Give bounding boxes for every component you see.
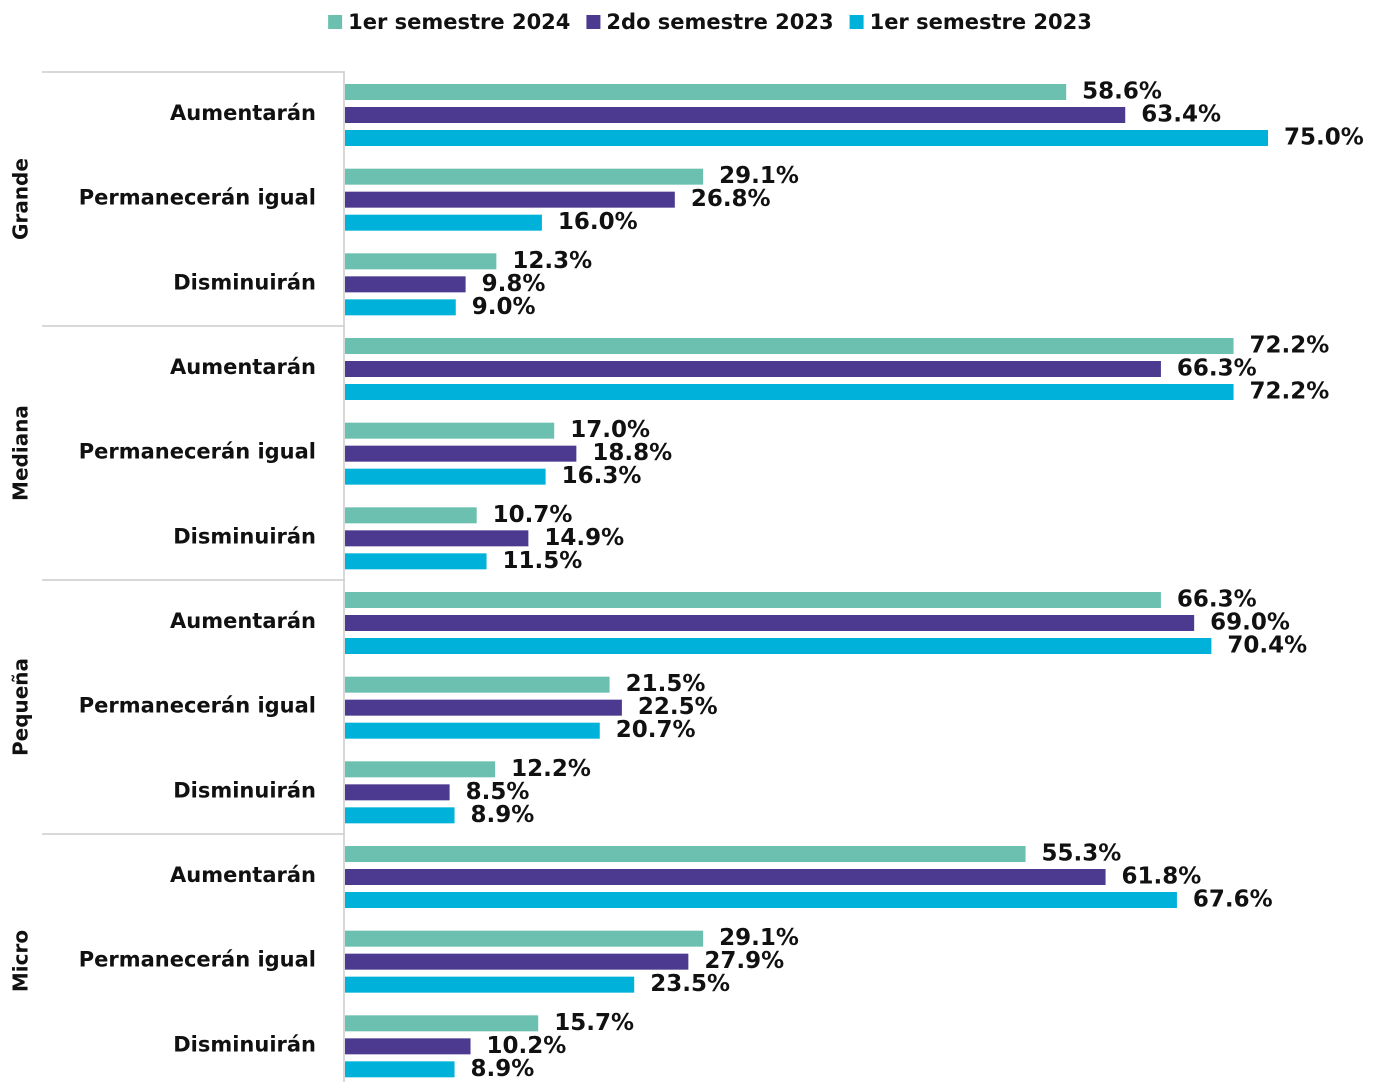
bar (345, 761, 496, 778)
bar (345, 168, 704, 185)
group-label: Grande (9, 158, 33, 240)
bar (345, 1038, 471, 1055)
bar (345, 930, 704, 947)
bar (345, 384, 1234, 400)
value-label: 70.4% (1227, 633, 1307, 659)
bar (345, 953, 689, 970)
bar (345, 130, 1268, 146)
value-label: 10.2% (487, 1033, 567, 1059)
value-label: 20.7% (616, 717, 696, 743)
value-label: 15.7% (554, 1010, 634, 1036)
legend-swatch (586, 15, 601, 29)
value-label: 26.8% (691, 186, 771, 212)
bar (345, 107, 1126, 123)
category-label: Permanecerán igual (79, 948, 316, 972)
value-label: 58.6% (1082, 79, 1162, 105)
bar (345, 214, 542, 231)
value-label: 14.9% (544, 525, 624, 551)
value-label: 18.8% (592, 440, 672, 466)
value-label: 29.1% (719, 163, 799, 189)
bar (345, 445, 577, 462)
value-label: 22.5% (638, 694, 718, 720)
bar (345, 869, 1106, 885)
value-label: 8.9% (471, 802, 535, 828)
value-label: 69.0% (1210, 610, 1290, 636)
value-label: 75.0% (1284, 125, 1364, 151)
bar (345, 276, 466, 293)
category-label: Aumentarán (170, 863, 316, 887)
bar (345, 1015, 539, 1032)
value-label: 16.0% (558, 209, 638, 235)
bar (345, 592, 1161, 608)
value-label: 61.8% (1122, 864, 1202, 890)
bar (345, 530, 529, 547)
value-label: 10.7% (493, 502, 573, 528)
value-label: 17.0% (570, 417, 650, 443)
bar (345, 191, 675, 208)
value-label: 9.0% (472, 294, 536, 320)
category-label: Permanecerán igual (79, 694, 316, 718)
legend-label: 1er semestre 2024 (348, 10, 570, 34)
value-label: 29.1% (719, 925, 799, 951)
value-label: 11.5% (503, 548, 583, 574)
value-label: 21.5% (626, 671, 706, 697)
bar (345, 699, 622, 716)
category-label: Permanecerán igual (79, 186, 316, 210)
value-label: 8.9% (471, 1056, 535, 1082)
legend-label: 1er semestre 2023 (870, 10, 1092, 34)
group-label: Micro (9, 930, 33, 992)
value-label: 63.4% (1141, 102, 1221, 128)
bar (345, 892, 1177, 908)
category-label: Disminuirán (173, 270, 316, 294)
bar (345, 361, 1161, 377)
value-label: 8.5% (466, 779, 530, 805)
value-label: 12.3% (512, 248, 592, 274)
legend-swatch (328, 15, 343, 29)
category-label: Aumentarán (170, 609, 316, 633)
value-label: 55.3% (1042, 841, 1122, 867)
bar (345, 638, 1212, 654)
value-label: 12.2% (511, 756, 591, 782)
bar (345, 784, 450, 801)
category-label: Aumentarán (170, 355, 316, 379)
category-label: Disminuirán (173, 1032, 316, 1056)
bar (345, 1061, 455, 1078)
legend-swatch (849, 15, 864, 29)
category-label: Disminuirán (173, 524, 316, 548)
category-label: Permanecerán igual (79, 440, 316, 464)
value-label: 66.3% (1177, 587, 1257, 613)
bar (345, 615, 1195, 631)
value-label: 66.3% (1177, 356, 1257, 382)
bar (345, 976, 635, 993)
bar (345, 468, 546, 485)
bar (345, 422, 555, 439)
value-label: 72.2% (1250, 379, 1330, 405)
bar (345, 722, 600, 739)
category-label: Disminuirán (173, 778, 316, 802)
value-label: 67.6% (1193, 887, 1273, 913)
value-label: 23.5% (650, 971, 730, 997)
value-label: 27.9% (704, 948, 784, 974)
bar (345, 253, 497, 270)
bar (345, 299, 456, 316)
bar (345, 676, 610, 693)
bar (345, 338, 1234, 354)
group-label: Mediana (9, 405, 33, 501)
bar (345, 807, 455, 824)
bar (345, 553, 487, 570)
legend-label: 2do semestre 2023 (606, 10, 833, 34)
bar (345, 84, 1067, 100)
value-label: 16.3% (562, 463, 642, 489)
bar (345, 507, 477, 524)
value-label: 9.8% (482, 271, 546, 297)
value-label: 72.2% (1250, 333, 1330, 359)
category-label: Aumentarán (170, 101, 316, 125)
bar (345, 846, 1026, 862)
group-label: Pequeña (9, 658, 33, 756)
